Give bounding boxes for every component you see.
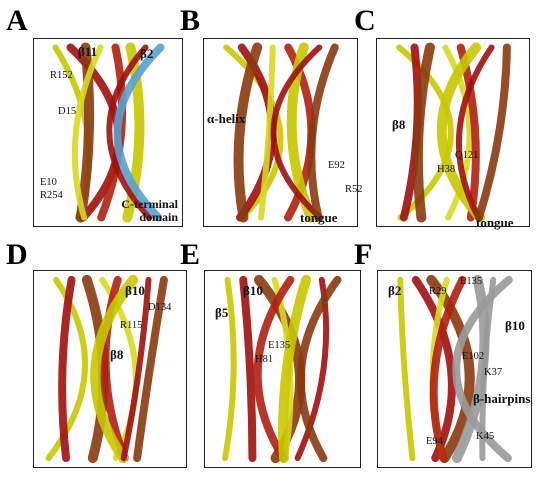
structure-label: K37 [484, 367, 503, 378]
ribbon [475, 43, 511, 222]
ribbon [58, 275, 76, 463]
ribbon [426, 274, 475, 464]
structure-label: β10 [243, 283, 263, 298]
ribbon [296, 275, 342, 463]
ribbon [113, 43, 165, 222]
panel-letter: B [180, 4, 201, 37]
panel-letter: A [6, 4, 28, 37]
ribbon [436, 42, 486, 223]
structure-label: E92 [328, 160, 345, 171]
ribbon [307, 43, 339, 222]
ribbon-group [396, 42, 511, 223]
structure-label: E102 [462, 351, 485, 362]
structure-label: E94 [426, 436, 443, 447]
structure-label: α-helix [207, 111, 246, 126]
ribbon [120, 276, 152, 462]
ribbon [278, 274, 312, 464]
structure-label: R52 [345, 184, 363, 195]
structure-label: Q121 [455, 150, 479, 161]
ribbon [253, 275, 295, 463]
ribbon [270, 44, 324, 221]
structure-label: tongue [476, 215, 514, 230]
ribbon [258, 44, 276, 221]
structure-label: D134 [148, 302, 172, 313]
ribbon-group [52, 42, 165, 223]
ribbon-group [45, 274, 168, 464]
ribbon [133, 275, 168, 463]
ribbon [239, 275, 257, 463]
structure-label: β2 [388, 283, 402, 298]
structure-label: β2 [140, 46, 154, 61]
structure-label: R254 [40, 190, 63, 201]
structure-label: E10 [40, 177, 57, 188]
structure-label: β10 [505, 318, 525, 333]
panel-letter: C [354, 4, 376, 37]
ribbon [101, 275, 129, 463]
panel-letter: D [6, 238, 28, 271]
structure-label: tongue [300, 210, 338, 225]
structure-label: D15 [58, 106, 77, 117]
structure-label: C-terminal domain [121, 197, 178, 224]
ribbon [233, 42, 263, 223]
ribbon [222, 276, 237, 462]
panel-letter: E [180, 238, 201, 271]
structure-label: β8 [392, 117, 406, 132]
ribbon-group [223, 42, 339, 223]
structure-label: β-hairpins [473, 391, 531, 406]
ribbon [106, 44, 153, 221]
ribbon [412, 42, 435, 223]
panel-letter: F [354, 238, 373, 271]
ribbon [442, 44, 473, 221]
ribbon [452, 275, 513, 463]
structure-label: β11 [78, 44, 98, 59]
ribbon [71, 44, 104, 221]
ribbon [455, 44, 495, 221]
structure-label: E135 [268, 340, 291, 351]
structure-label: K45 [476, 431, 495, 442]
structure-label: R152 [50, 70, 73, 81]
ribbon [90, 274, 139, 464]
ribbon [411, 275, 456, 463]
structure-label: R29 [429, 286, 447, 297]
structure-label: R115 [120, 320, 143, 331]
structure-label: β8 [110, 347, 124, 362]
structure-label: E135 [460, 276, 483, 287]
ribbon-group [397, 274, 513, 464]
structure-label: H81 [255, 354, 274, 365]
ribbon [397, 276, 416, 462]
structure-label: β10 [125, 283, 145, 298]
ribbon [75, 42, 95, 223]
ribbon [429, 275, 467, 463]
structure-label: β5 [215, 305, 229, 320]
structure-label: H38 [437, 164, 456, 175]
ribbon-group [222, 274, 342, 464]
